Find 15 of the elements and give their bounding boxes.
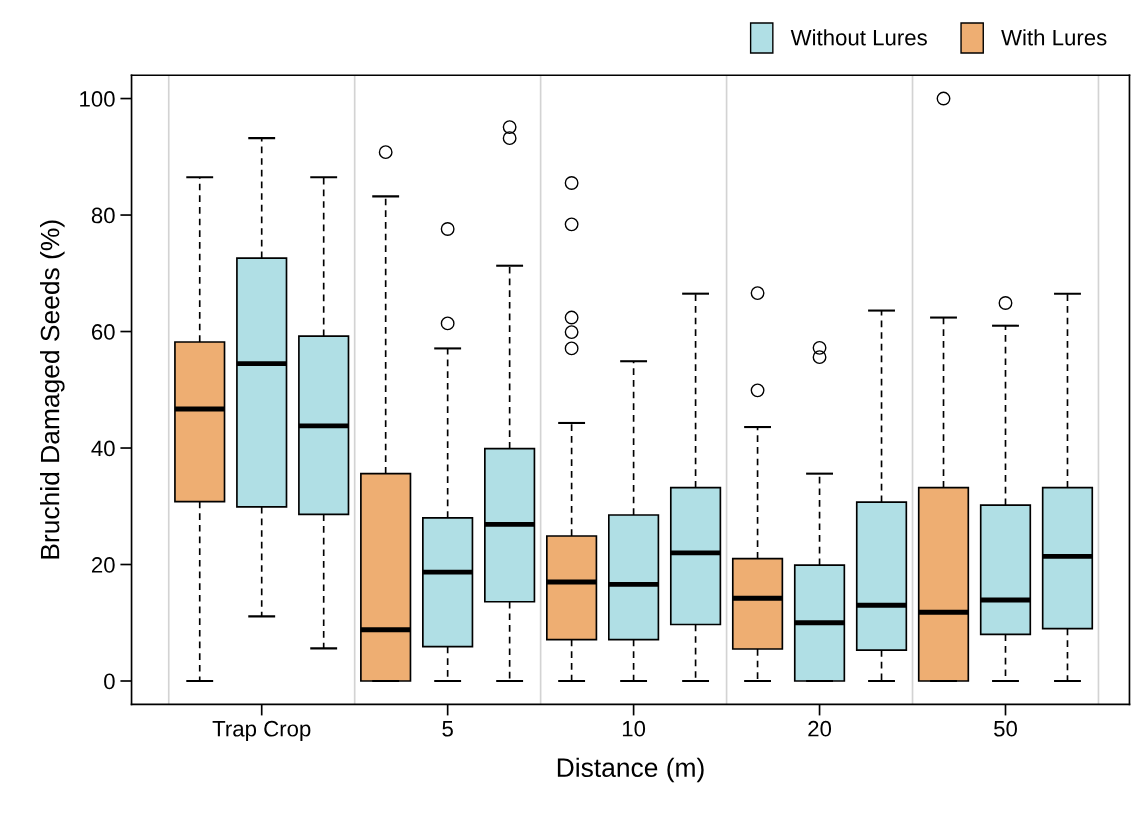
- y-tick-label: 0: [104, 673, 115, 690]
- x-tick-label: 20: [808, 720, 832, 737]
- x-tick-label: Trap Crop: [212, 720, 311, 741]
- x-axis-title: Distance (m): [557, 757, 704, 783]
- legend-label: Without Lures: [790, 29, 927, 46]
- legend-label: With Lures: [1001, 29, 1107, 46]
- y-tick-label: 100: [80, 91, 115, 107]
- y-tick-label: 40: [91, 440, 115, 457]
- y-tick-label: 20: [91, 557, 115, 573]
- x-tick-label: 50: [994, 720, 1017, 737]
- x-tick-label: 5: [442, 721, 453, 737]
- y-tick-label: 80: [91, 207, 115, 224]
- y-tick-label: 60: [91, 324, 115, 340]
- x-tick-label: 10: [622, 720, 646, 737]
- y-axis-title: Bruchid Damaged Seeds (%): [40, 220, 65, 559]
